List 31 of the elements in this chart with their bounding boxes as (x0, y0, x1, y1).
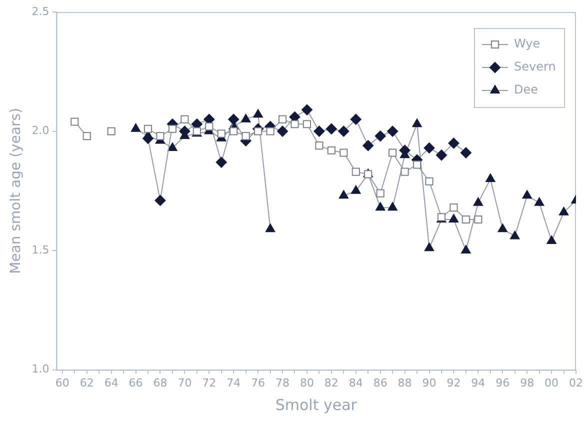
x-tick-label: 64 (104, 376, 118, 390)
x-tick-label: 88 (398, 376, 412, 390)
x-tick-label: 00 (544, 376, 559, 390)
x-tick-label: 76 (251, 376, 266, 390)
y-tick-label: 1.5 (32, 243, 50, 256)
x-axis-title: Smolt year (275, 396, 358, 414)
x-tick-label: 60 (55, 376, 70, 390)
legend-label: Wye (514, 36, 540, 51)
legend-label: Severn (514, 60, 556, 74)
x-tick-label: 78 (276, 376, 290, 390)
y-axis-title: Mean smolt age (years) (8, 108, 24, 274)
x-tick-label: 92 (446, 376, 461, 390)
y-tick-label: 2.5 (32, 4, 50, 18)
y-tick-label: 1.0 (32, 362, 50, 376)
x-tick-label: 98 (520, 376, 534, 390)
x-tick-label: 86 (373, 376, 388, 390)
x-tick-label: 82 (324, 376, 338, 390)
x-tick-label: 74 (226, 376, 241, 390)
x-tick-label: 62 (80, 376, 94, 390)
x-tick-label: 68 (153, 376, 168, 390)
x-tick-label: 96 (496, 376, 510, 390)
x-tick-label: 70 (178, 376, 192, 390)
x-tick-label: 66 (128, 376, 143, 390)
x-tick-label: 84 (348, 376, 363, 390)
x-tick-label: 94 (471, 376, 486, 390)
x-tick-label: 80 (300, 376, 314, 390)
x-tick-label: 90 (422, 376, 436, 390)
x-tick-label: 02 (569, 376, 583, 390)
legend-label: Dee (514, 82, 538, 97)
x-tick-label: 72 (202, 376, 216, 390)
y-tick-label: 2.0 (32, 124, 50, 138)
